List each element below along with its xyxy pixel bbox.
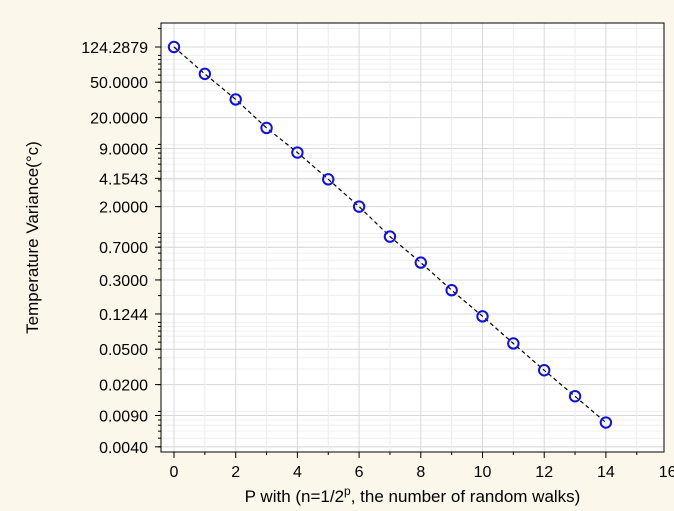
x-tick-label: 8 bbox=[416, 464, 425, 481]
y-tick-label: 0.0500 bbox=[99, 342, 148, 359]
x-tick-label: 6 bbox=[355, 464, 364, 481]
data-point bbox=[568, 390, 582, 403]
data-point bbox=[538, 364, 551, 377]
y-tick-label: 0.3000 bbox=[99, 273, 148, 290]
series-line bbox=[173, 46, 607, 423]
x-axis-label-prefix: P with (n=1/2 bbox=[245, 487, 344, 506]
x-tick-label: 14 bbox=[597, 464, 615, 481]
y-axis-label: Temperature Variance(°c) bbox=[23, 141, 42, 334]
grid-lines bbox=[161, 23, 664, 452]
data-point bbox=[599, 416, 613, 429]
data-point bbox=[352, 200, 366, 213]
data-point bbox=[229, 93, 242, 106]
y-tick-label: 9.0000 bbox=[99, 141, 148, 158]
data-point bbox=[291, 146, 304, 159]
y-tick-label: 0.1244 bbox=[99, 307, 148, 324]
x-tick-label: 16 bbox=[659, 464, 674, 481]
x-tick-label: 12 bbox=[535, 464, 553, 481]
y-tick-label: 2.0000 bbox=[99, 200, 148, 217]
x-tick-label: 10 bbox=[474, 464, 492, 481]
y-tick-label: 0.0200 bbox=[99, 378, 148, 395]
data-point bbox=[383, 230, 397, 243]
x-tick-label: 4 bbox=[293, 464, 302, 481]
data-point bbox=[476, 310, 489, 323]
y-tick-label: 0.7000 bbox=[99, 240, 148, 257]
x-axis-label-superscript: p bbox=[344, 484, 351, 498]
x-axis-label-suffix: , the number of random walks) bbox=[351, 487, 581, 506]
x-tick-label: 0 bbox=[170, 464, 179, 481]
y-tick-label: 0.0040 bbox=[99, 440, 148, 457]
data-point bbox=[322, 173, 335, 186]
data-point bbox=[414, 256, 427, 269]
x-axis-label: P with (n=1/2p, the number of random wal… bbox=[245, 484, 581, 506]
data-point bbox=[507, 337, 520, 350]
data-point bbox=[445, 284, 458, 297]
data-point bbox=[198, 67, 212, 81]
y-tick-label: 0.0090 bbox=[99, 408, 148, 425]
data-point bbox=[167, 40, 181, 54]
y-tick-label: 20.0000 bbox=[90, 111, 148, 128]
y-tick-label: 4.1543 bbox=[99, 171, 148, 188]
data-point bbox=[260, 121, 273, 135]
x-tick-label: 2 bbox=[231, 464, 240, 481]
axes: 124.2879 50.0000 20.0000 9.0000 4.1543 2.0000… bbox=[81, 22, 674, 481]
y-tick-label: 50.0000 bbox=[90, 75, 148, 92]
y-tick-label: 124.2879 bbox=[81, 40, 148, 57]
data-series bbox=[167, 40, 613, 429]
